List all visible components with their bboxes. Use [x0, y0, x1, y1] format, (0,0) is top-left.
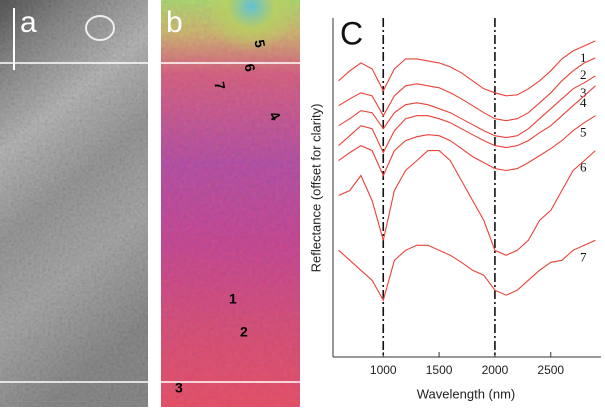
spectrum-line [338, 85, 596, 154]
panel-b: b 5 6 7 4 1 2 3 [161, 0, 300, 407]
marker-label: 7 [211, 80, 228, 91]
series-label: 4 [580, 95, 587, 110]
x-tick-label: 1000 [370, 363, 397, 377]
x-tick-label: 1500 [426, 363, 453, 377]
panel-a: a [0, 0, 148, 407]
marker-label: 5 [251, 38, 268, 49]
panel-label: C [340, 15, 363, 51]
series-label: 3 [580, 85, 587, 100]
x-tick-label: 2500 [537, 363, 564, 377]
spectrum-line [338, 40, 596, 97]
image-a [0, 0, 148, 407]
spectrum-line [338, 57, 596, 122]
spectrum-line [338, 75, 596, 139]
panel-c: C Wavelength (nm) Reflectance (offset fo… [308, 15, 601, 401]
y-axis-label: Reflectance (offset for clarity) [308, 104, 323, 273]
series-label: 1 [580, 50, 587, 65]
marker-label: 1 [229, 291, 237, 307]
spectrum-line [338, 239, 596, 302]
crater [85, 15, 115, 41]
series-label: 2 [580, 67, 587, 82]
spectrum-line [338, 115, 596, 177]
marker-label: 3 [175, 380, 183, 396]
series-label: 7 [580, 249, 587, 264]
series-label: 6 [580, 160, 587, 175]
x-tick-label: 2000 [482, 363, 509, 377]
series-label: 5 [580, 125, 587, 140]
marker-label: 2 [240, 324, 248, 340]
x-axis-label: Wavelength (nm) [417, 386, 516, 401]
image-b-overlay [161, 0, 300, 130]
marker-label: 6 [241, 62, 258, 73]
spectrum-line [338, 150, 596, 256]
panel-label: b [166, 6, 183, 39]
panel-label: a [20, 6, 37, 39]
